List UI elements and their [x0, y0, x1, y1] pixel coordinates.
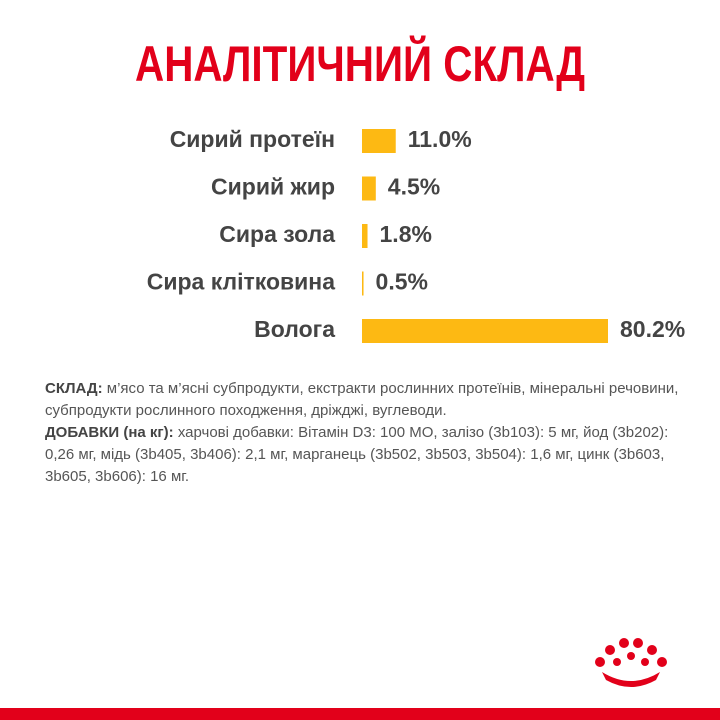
- bar: [362, 271, 364, 296]
- footer-bar: [0, 708, 720, 720]
- bar: [362, 129, 396, 153]
- logo: [595, 638, 667, 687]
- category-label: Волога: [254, 316, 335, 342]
- category-label: Сирий жир: [211, 174, 335, 200]
- bar: [362, 224, 368, 248]
- additives-heading: ДОБАВКИ (на кг):: [45, 424, 174, 441]
- value-label: 80.2%: [620, 316, 685, 342]
- composition-text: м’ясо та м’ясні субпродукти, екстракти р…: [45, 380, 679, 419]
- value-label: 11.0%: [408, 126, 472, 152]
- bar: [362, 319, 608, 343]
- value-label: 4.5%: [388, 174, 440, 200]
- additives: ДОБАВКИ (на кг): харчові добавки: Вітамі…: [45, 422, 685, 488]
- chart-title: АНАЛІТИЧНИЙ СКЛАД: [135, 35, 585, 92]
- category-label: Сирий протеїн: [170, 126, 335, 152]
- composition-heading: СКЛАД:: [45, 380, 103, 397]
- value-label: 1.8%: [380, 221, 432, 247]
- additives-text: харчові добавки: Вітамін D3: 100 МО, зал…: [45, 424, 669, 485]
- composition: СКЛАД: м’ясо та м’ясні субпродукти, екст…: [45, 378, 685, 422]
- category-label: Сира зола: [219, 221, 335, 247]
- category-label: Сира клітковина: [147, 269, 335, 295]
- bar: [362, 176, 376, 201]
- value-label: 0.5%: [376, 269, 428, 295]
